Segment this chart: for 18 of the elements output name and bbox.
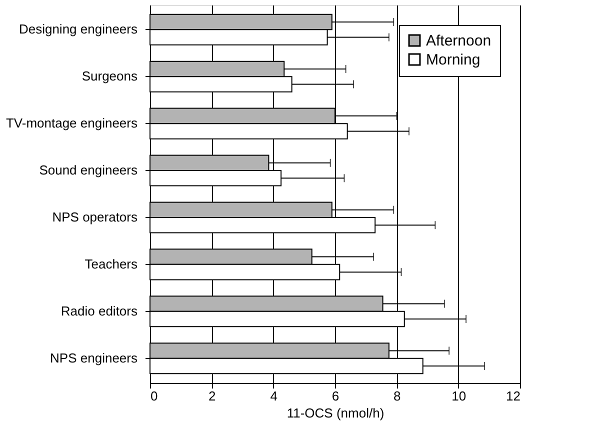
x-tick-label: 0 <box>150 388 158 404</box>
legend-label: Morning <box>426 52 480 68</box>
y-tick-label: Radio editors <box>60 303 138 318</box>
x-tick-label: 4 <box>270 388 278 404</box>
y-tick-label: Teachers <box>84 256 138 272</box>
x-tick-label: 12 <box>506 388 520 404</box>
x-tick-label: 2 <box>208 388 216 404</box>
x-tick-label: 8 <box>394 388 401 404</box>
legend-label: Afternoon <box>426 32 492 50</box>
y-tick-label: Surgeons <box>82 68 138 84</box>
x-tick-label: 10 <box>452 388 466 404</box>
x-axis-title: 11-OCS (nmol/h) <box>286 406 384 420</box>
y-tick-label: TV-montage engineers <box>6 116 138 131</box>
y-tick-label: Designing engineers <box>18 22 138 37</box>
y-tick-label: NPS operators <box>52 209 138 224</box>
x-tick-label: 6 <box>332 388 340 404</box>
y-tick-label: Sound engineers <box>39 162 138 178</box>
y-tick-label: NPS engineers <box>50 350 138 366</box>
